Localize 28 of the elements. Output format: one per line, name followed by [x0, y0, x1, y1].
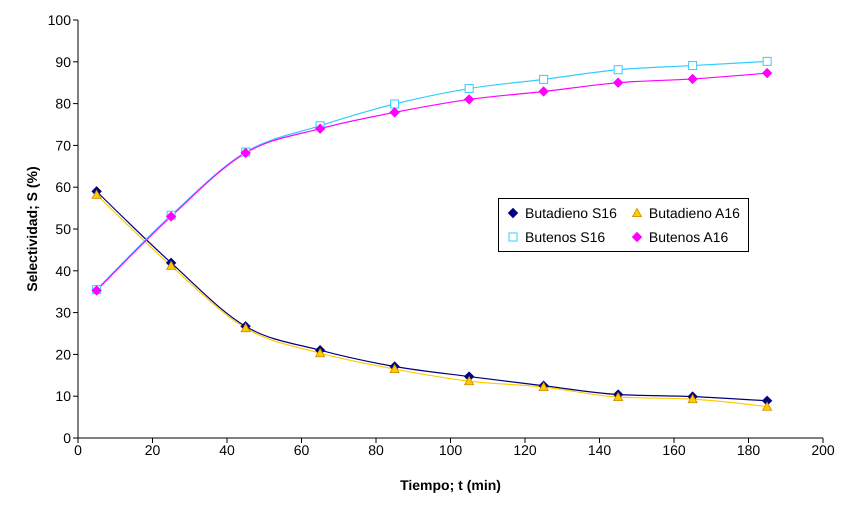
y-tick-label: 0 — [63, 430, 72, 446]
x-tick-label: 180 — [736, 442, 760, 458]
y-tick-label: 40 — [55, 262, 72, 279]
x-axis-title: Tiempo; t (min) — [400, 476, 501, 493]
y-tick-label: 80 — [55, 96, 72, 112]
y-axis-title: Selectividad; S (%) — [24, 166, 40, 292]
y-tick-label: 70 — [55, 137, 72, 154]
x-tick-label: 60 — [294, 442, 310, 458]
y-tick-label: 50 — [55, 220, 72, 237]
legend-label: Butenos A16 — [648, 229, 728, 245]
x-tick-label: 100 — [438, 442, 462, 458]
x-tick-label: 160 — [662, 442, 686, 458]
y-tick-label: 60 — [55, 179, 72, 196]
y-tick-label: 100 — [48, 12, 72, 28]
y-tick-label: 30 — [55, 304, 72, 321]
x-tick-label: 40 — [219, 442, 235, 458]
x-tick-label: 20 — [144, 442, 160, 458]
legend-label: Butadieno A16 — [648, 205, 740, 221]
x-tick-label: 140 — [588, 442, 612, 458]
legend-label: Butenos S16 — [525, 229, 606, 245]
x-tick-label: 120 — [513, 442, 537, 458]
x-tick-label: 200 — [811, 442, 835, 458]
legend-label: Butadieno S16 — [525, 205, 617, 221]
y-tick-label: 90 — [55, 54, 72, 70]
x-tick-label: 0 — [74, 442, 82, 458]
x-tick-label: 80 — [368, 442, 384, 458]
y-tick-label: 10 — [55, 388, 72, 404]
y-tick-label: 20 — [55, 346, 72, 362]
